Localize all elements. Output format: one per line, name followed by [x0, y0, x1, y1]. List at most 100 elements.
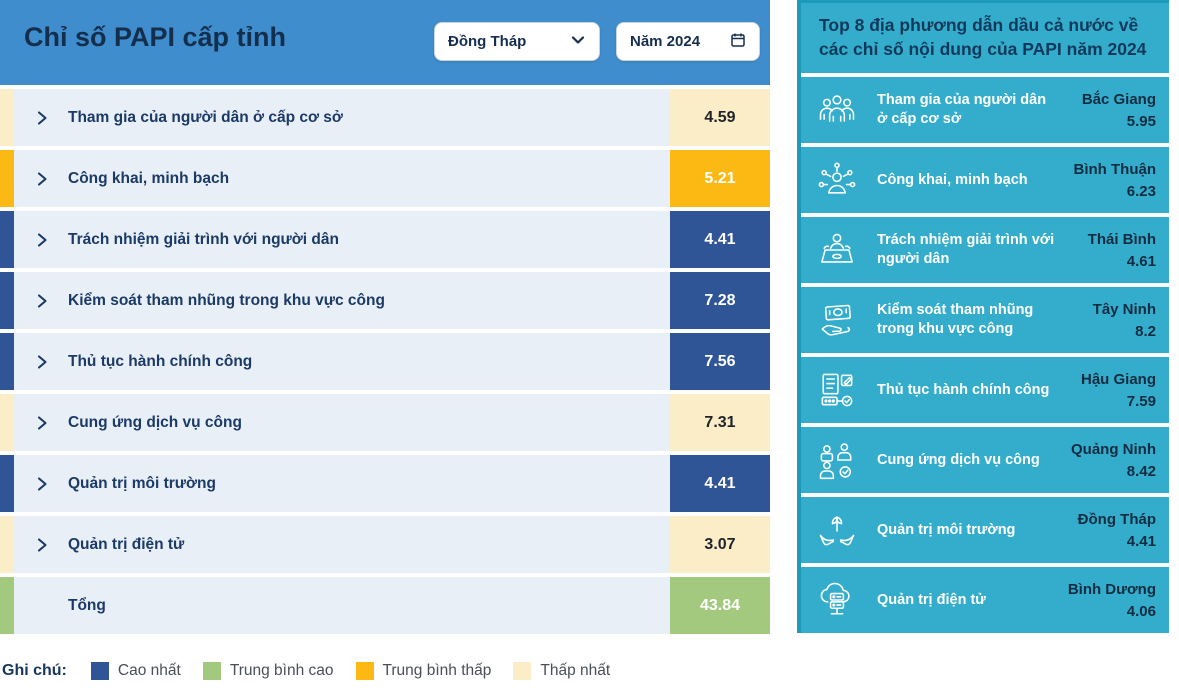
row-province: Bình Dương [1067, 580, 1156, 598]
left-header: Chỉ số PAPI cấp tỉnh Đồng Tháp Năm 2024 [0, 0, 770, 85]
row-value: 5.95 [1126, 113, 1156, 131]
row-icon-slot [814, 577, 860, 623]
papi-indicator-row[interactable]: Thủ tục hành chính công 7.56 [0, 333, 770, 390]
row-province: Quảng Ninh [1071, 440, 1156, 458]
papi-indicator-row[interactable]: Kiểm soát tham nhũng trong khu vực công … [0, 272, 770, 329]
papi-indicator-row[interactable]: Trách nhiệm giải trình với người dân 4.4… [0, 211, 770, 268]
row-icon-slot [814, 227, 860, 273]
row-value: 4.06 [1126, 603, 1156, 621]
year-select-value: Năm 2024 [630, 33, 701, 50]
legend-swatch [202, 662, 221, 680]
row-value: 8.42 [1126, 463, 1156, 481]
row-value: 4.41 [1126, 533, 1156, 551]
row-winner: Thái Bình 4.61 [1088, 229, 1169, 273]
chevron-right-icon [36, 415, 48, 431]
papi-rows: Tham gia của người dân ở cấp cơ sở 4.59 … [0, 89, 770, 634]
row-score: 43.84 [670, 577, 770, 634]
papi-indicator-row[interactable]: Cung ứng dịch vụ công 7.31 [0, 394, 770, 451]
row-value: 8.2 [1135, 323, 1156, 341]
row-value: 6.23 [1126, 183, 1156, 201]
row-province: Thái Bình [1087, 230, 1156, 248]
podium-speaker-icon [821, 233, 853, 263]
row-label: Kiểm soát tham nhũng trong khu vực công [68, 291, 385, 309]
row-score: 4.41 [670, 211, 770, 268]
legend-label: Cao nhất [117, 662, 181, 679]
row-label: Quản trị điện tử [68, 535, 185, 553]
row-score: 7.31 [670, 394, 770, 451]
legend-label: Trung bình thấp [382, 662, 492, 679]
chevron-right-icon [36, 110, 48, 126]
papi-indicator-row[interactable]: Quản trị môi trường 4.41 [0, 455, 770, 512]
row-winner: Quảng Ninh 8.42 [1071, 439, 1169, 483]
chevron-right-icon [36, 354, 48, 370]
calendar-icon [730, 32, 746, 52]
row-winner: Đồng Tháp 4.41 [1078, 509, 1169, 553]
papi-indicator-row[interactable]: Công khai, minh bạch 5.21 [0, 150, 770, 207]
legend-item: Thấp nhất [513, 662, 610, 680]
chevron-right-icon [36, 232, 48, 248]
papi-indicator-row[interactable]: Tham gia của người dân ở cấp cơ sở 4.59 [0, 89, 770, 146]
row-icon-slot [814, 507, 860, 553]
row-label: Quản trị điện tử [877, 591, 986, 608]
top8-row: Quản trị điện tử Bình Dương 4.06 [801, 567, 1169, 634]
chevron-right-icon [36, 293, 48, 309]
row-label: Trách nhiệm giải trình với người dân [877, 232, 1055, 268]
provincial-papi-section: Chỉ số PAPI cấp tỉnh Đồng Tháp Năm 2024 [0, 0, 770, 680]
row-score: 3.07 [670, 516, 770, 573]
row-icon-slot [814, 87, 860, 133]
person-network-icon [818, 162, 856, 194]
row-winner: Tây Ninh 8.2 [1093, 299, 1169, 343]
legend-item: Trung bình cao [202, 662, 334, 680]
row-province: Đồng Tháp [1077, 510, 1156, 528]
province-select[interactable]: Đồng Tháp [434, 22, 600, 61]
row-label: Thủ tục hành chính công [877, 381, 1050, 398]
top8-header: Top 8 địa phương dẫn dầu cả nước về các … [801, 3, 1169, 74]
chevron-down-icon [570, 32, 586, 52]
service-people-icon [819, 443, 852, 480]
hand-money-icon [821, 305, 851, 336]
row-score: 4.41 [670, 455, 770, 512]
legend-item: Cao nhất [90, 662, 181, 680]
top8-row: Kiểm soát tham nhũng trong khu vực công … [801, 287, 1169, 354]
top8-row: Công khai, minh bạch Bình Thuận 6.23 [801, 147, 1170, 214]
row-winner: Bình Dương 4.06 [1068, 579, 1169, 623]
row-score: 4.59 [670, 89, 770, 146]
row-icon-slot [814, 297, 860, 343]
row-icon-slot [814, 157, 860, 203]
papi-indicator-row: Tổng 43.84 [0, 577, 770, 634]
legend-swatch [90, 662, 109, 680]
row-label: Quản trị môi trường [877, 521, 1016, 538]
row-score: 5.21 [670, 150, 770, 207]
row-winner: Bắc Giang 5.95 [1082, 89, 1169, 133]
legend-label: Trung bình cao [229, 662, 334, 679]
row-label: Tham gia của người dân ở cấp cơ sở [68, 108, 343, 126]
top8-title: Top 8 địa phương dẫn dầu cả nước về các … [819, 15, 1147, 60]
chevron-right-icon [36, 476, 48, 492]
row-label: Công khai, minh bạch [877, 171, 1028, 188]
legend-swatch [355, 662, 374, 680]
row-score: 7.56 [670, 333, 770, 390]
document-edit-icon [821, 373, 853, 407]
row-province: Bắc Giang [1081, 90, 1156, 108]
top8-row: Quản trị môi trường Đồng Tháp 4.41 [801, 497, 1169, 564]
top8-row: Thủ tục hành chính công Hậu Giang 7.59 [801, 357, 1169, 424]
province-select-value: Đồng Tháp [448, 33, 527, 50]
row-label: Cung ứng dịch vụ công [68, 413, 242, 431]
row-winner: Hậu Giang 7.59 [1081, 369, 1169, 413]
top8-panel: Top 8 địa phương dẫn dầu cả nước về các … [797, 0, 1170, 634]
hands-plant-icon [819, 516, 855, 546]
papi-indicator-row[interactable]: Quản trị điện tử 3.07 [0, 516, 770, 573]
cloud-server-icon [820, 583, 850, 615]
row-label: Thủ tục hành chính công [68, 352, 253, 370]
row-value: 7.59 [1126, 393, 1156, 411]
top8-rows: Tham gia của người dân ở cấp cơ sở Bắc G… [801, 77, 1170, 634]
year-select[interactable]: Năm 2024 [616, 22, 760, 61]
row-value: 4.61 [1126, 253, 1156, 271]
row-label: Tham gia của người dân ở cấp cơ sở [877, 92, 1047, 128]
top8-row: Tham gia của người dân ở cấp cơ sở Bắc G… [801, 77, 1169, 144]
row-winner: Bình Thuận 6.23 [1074, 159, 1170, 203]
top8-row: Trách nhiệm giải trình với người dân Thá… [801, 217, 1169, 284]
row-province: Bình Thuận [1073, 160, 1157, 178]
row-label: Cung ứng dịch vụ công [877, 451, 1040, 468]
row-label: Quản trị môi trường [68, 474, 216, 492]
